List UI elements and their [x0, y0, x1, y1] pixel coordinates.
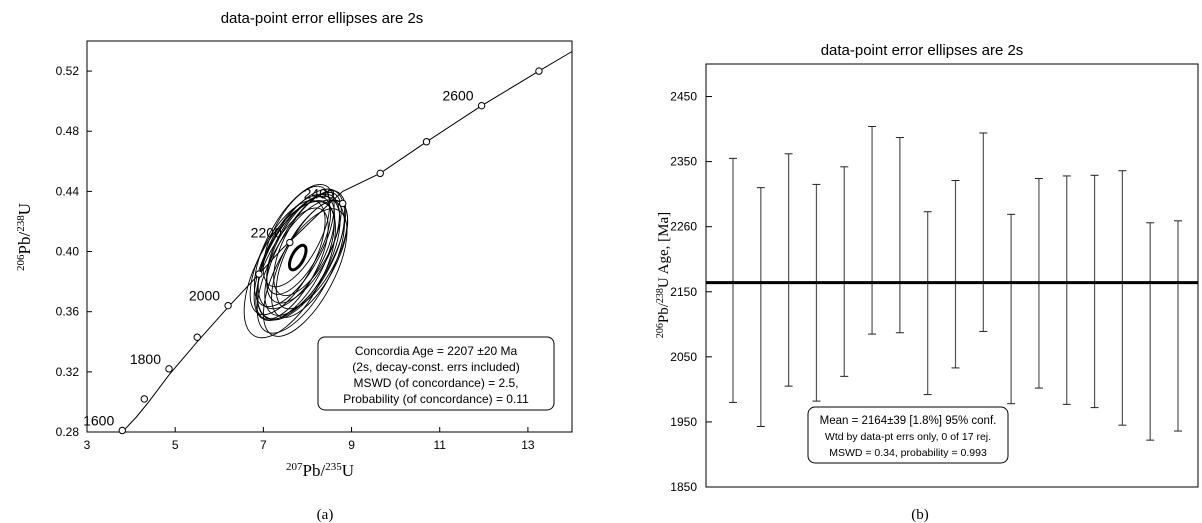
concordia-x-tick-label: 3 [84, 438, 91, 452]
concordia-x-tick-label: 13 [521, 438, 535, 452]
caption-b: (b) [911, 507, 929, 523]
age-marker [376, 169, 384, 178]
age-marker [140, 395, 149, 403]
error-ellipse [249, 200, 326, 316]
concordia-chart: data-point error ellipses are 2s 3 5 7 9 11 1… [15, 10, 573, 523]
age-marker [339, 199, 347, 208]
concordia-y-tick-label: 0.52 [56, 64, 80, 78]
mean-annotation-line: Mean = 2164±39 [1.8%] 95% conf. [820, 415, 997, 427]
concordia-annotation-frame [317, 336, 555, 411]
mean-y-axis-label: 206Pb/238U Age, [Ma] [655, 212, 673, 338]
age-marker-label: 1800 [130, 351, 161, 367]
mean-y-tick-label: 2260 [670, 220, 697, 234]
concordia-curve [121, 51, 573, 433]
age-marker [286, 238, 294, 247]
age-marker-label: 2600 [442, 88, 473, 104]
concordia-y-tick-label: 0.32 [56, 365, 80, 379]
age-marker [422, 138, 431, 146]
mean-annotation-line: Wtd by data-pt errs only, 0 of 17 rej. [825, 431, 991, 443]
concordia-y-tick-label: 0.40 [56, 245, 80, 259]
concordia-annotation-line: Concordia Age = 2207 ±20 Ma [355, 344, 518, 358]
mean-y-tick-label: 2150 [670, 285, 697, 299]
concordia-annotation-box: Concordia Age = 2207 ±20 Ma (2s, decay-c… [317, 336, 555, 411]
concordia-annotation-line: MSWD (of concordance) = 2.5, [353, 376, 518, 390]
concordia-age-ellipse [287, 243, 308, 272]
error-ellipse [263, 208, 348, 337]
error-ellipse [253, 200, 335, 321]
caption-a: (a) [317, 507, 334, 523]
mean-annotation-box: Mean = 2164±39 [1.8%] 95% conf. Wtd by d… [807, 406, 1009, 464]
age-marker-label: 2200 [251, 225, 282, 241]
mean-y-tick-label: 2350 [670, 155, 697, 169]
concordia-y-axis-label: 206Pb/238U [15, 203, 34, 271]
concordia-annotation-line: (2s, decay-const. errs included) [352, 360, 519, 374]
error-ellipse [256, 199, 345, 334]
age-marker [477, 101, 486, 110]
mean-title: data-point error ellipses are 2s [821, 42, 1024, 59]
age-marker [193, 333, 201, 341]
error-ellipse [262, 185, 331, 288]
error-ellipse [266, 196, 332, 295]
mean-annotation-line: MSWD = 0.34, probability = 0.993 [829, 447, 987, 459]
concordia-y-tick-label: 0.44 [56, 184, 80, 198]
age-marker [224, 301, 232, 310]
concordia-y-tick-label: 0.48 [56, 124, 80, 138]
mean-y-tick-label: 2450 [670, 90, 697, 104]
age-marker [535, 67, 543, 75]
weighted-mean-chart: data-point error ellipses are 2s 1850 195… [655, 42, 1199, 523]
concordia-y-tick-label: 0.28 [56, 425, 80, 439]
age-marker-label: 1600 [83, 412, 114, 428]
error-ellipse [255, 207, 329, 320]
age-marker [165, 365, 173, 373]
concordia-x-tick-label: 7 [260, 438, 267, 452]
age-marker [255, 270, 263, 278]
mean-y-tick-label: 1850 [670, 480, 697, 494]
concordia-x-axis-label: 207Pb/235U [286, 461, 354, 480]
error-ellipse [253, 183, 335, 308]
concordia-plot-frame [86, 40, 573, 433]
concordia-x-tick-label: 5 [172, 438, 179, 452]
mean-plot-frame [705, 63, 1199, 488]
concordia-x-tick-label: 11 [433, 438, 446, 452]
mean-y-tick-label: 2050 [670, 350, 697, 364]
concordia-y-tick-label: 0.36 [56, 305, 80, 319]
age-marker [118, 426, 126, 435]
age-marker-label: 2400 [304, 185, 335, 201]
concordia-annotation-line: Probability (of concordance) = 0.11 [343, 392, 529, 406]
age-marker-label: 2000 [189, 288, 220, 304]
mean-annotation-frame [807, 406, 1009, 464]
mean-y-tick-label: 1950 [670, 415, 697, 429]
concordia-x-tick-label: 9 [348, 438, 355, 452]
concordia-title: data-point error ellipses are 2s [221, 10, 424, 27]
